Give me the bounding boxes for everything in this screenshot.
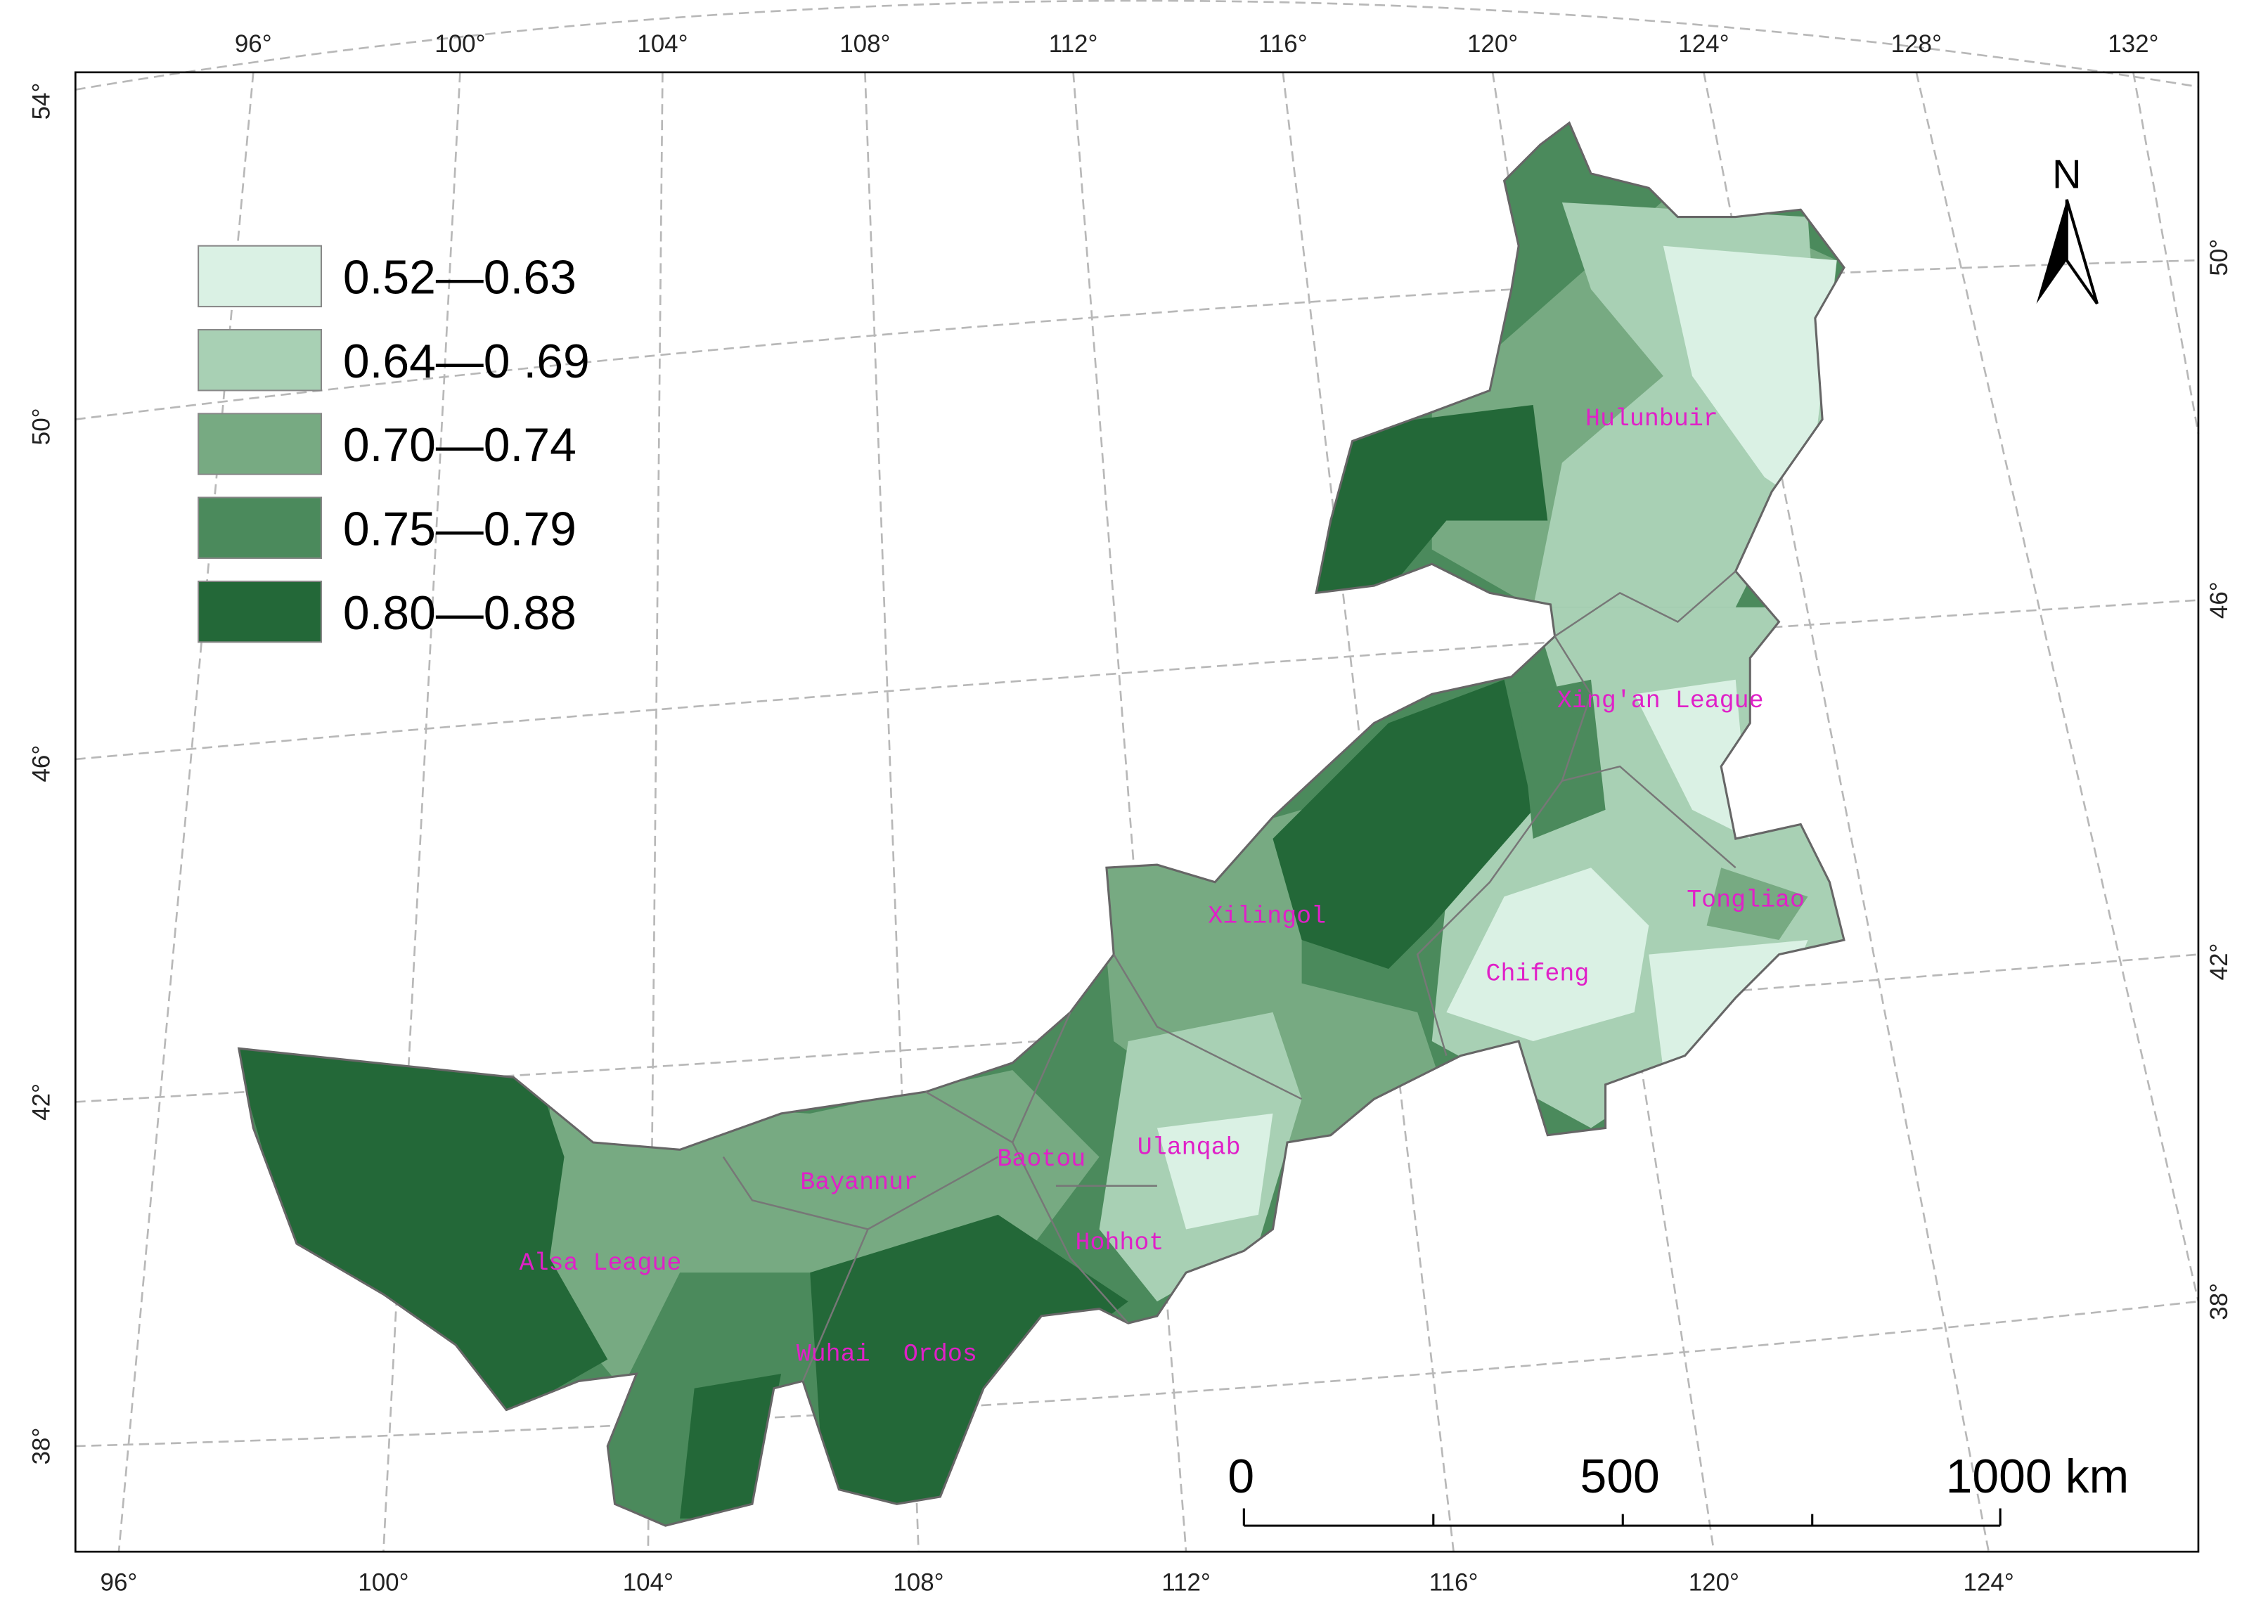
scale-label: 0 — [1228, 1450, 1254, 1503]
lon-label: 124° — [1678, 30, 1729, 58]
lon-label: 116° — [1429, 1569, 1478, 1597]
north-arrow: N — [2036, 152, 2099, 305]
lon-label: 120° — [1689, 1569, 1739, 1597]
lat-label: 50° — [27, 408, 55, 445]
zone — [1301, 404, 1548, 607]
zone — [1663, 245, 1837, 506]
zone — [1446, 868, 1649, 1042]
region-label: Xilingol — [1208, 903, 1326, 930]
lon-label: 96° — [235, 30, 272, 58]
legend-swatch — [198, 580, 323, 643]
lon-label: 132° — [2108, 30, 2158, 58]
north-label: N — [2052, 152, 2082, 197]
legend-swatch — [198, 496, 323, 560]
region-label: Chifeng — [1486, 961, 1589, 988]
zone — [1634, 679, 1751, 839]
lon-label: 124° — [1964, 1569, 2014, 1597]
region-label: Alsa League — [520, 1250, 682, 1277]
graticule-labels: 96° 100° 104° 108° 112° 116° 120° 124° 128° 132° 9… — [27, 30, 2233, 1597]
region-label: Wuhai — [797, 1341, 870, 1369]
lon-label: 112° — [1049, 30, 1098, 58]
scale-label: 500 — [1580, 1450, 1660, 1503]
legend-label: 0.70—0.74 — [343, 419, 576, 472]
zone — [680, 1374, 782, 1519]
lon-label: 108° — [839, 30, 890, 58]
legend-label: 0.64—0 .69 — [343, 335, 590, 388]
legend: 0.52—0.63 0.64—0 .69 0.70—0.74 0.75—0.79 0.8… — [198, 245, 590, 643]
lat-label: 46° — [27, 745, 55, 782]
lat-label: 54° — [27, 83, 55, 120]
zone — [1519, 679, 1606, 839]
lat-label: 38° — [2205, 1283, 2233, 1320]
scale-label: 1000 — [1946, 1450, 2052, 1503]
lat-label: 46° — [2205, 581, 2233, 619]
frame — [74, 71, 2200, 1553]
zone — [238, 1041, 608, 1417]
lon-label: 104° — [623, 1569, 674, 1597]
scale-bar: 0 500 1000 km — [1228, 1450, 2129, 1527]
lat-label: 42° — [27, 1083, 55, 1121]
lon-label: 108° — [893, 1569, 943, 1597]
lon-label: 116° — [1258, 30, 1308, 58]
lon-label: 100° — [434, 30, 485, 58]
region-label: Ulanqab — [1138, 1134, 1241, 1161]
region-label: Ordos — [903, 1341, 977, 1369]
region-label: Xing'an League — [1557, 688, 1764, 715]
zone — [1156, 1113, 1273, 1230]
zone — [1706, 868, 1808, 941]
legend-swatch — [198, 245, 323, 308]
region-label: Bayannur — [800, 1169, 918, 1197]
legend-swatch — [198, 328, 323, 392]
lon-label: 96° — [101, 1569, 138, 1597]
lon-label: 120° — [1467, 30, 1518, 58]
lat-label: 38° — [27, 1428, 55, 1465]
region-label: Tongliao — [1687, 887, 1805, 915]
lat-label: 50° — [2205, 239, 2233, 276]
region-labels: Hulunbuir Xing'an League Tongliao Chifeng Xi… — [520, 406, 1805, 1369]
lon-label: 128° — [1891, 30, 1942, 58]
legend-swatch — [198, 413, 323, 475]
region-label: Hohhot — [1076, 1230, 1164, 1257]
zone — [549, 1070, 1100, 1388]
zone — [1272, 679, 1533, 969]
lon-label: 104° — [637, 30, 688, 58]
lat-label: 42° — [2205, 943, 2233, 980]
lon-label: 112° — [1161, 1569, 1211, 1597]
region-boundaries — [722, 570, 1737, 1381]
region-label: Baotou — [997, 1146, 1085, 1173]
scale-unit: km — [2066, 1450, 2129, 1503]
zone — [810, 1214, 1128, 1519]
region-label: Hulunbuir — [1585, 406, 1718, 433]
legend-label: 0.75—0.79 — [343, 503, 576, 555]
legend-label: 0.52—0.63 — [343, 252, 576, 304]
lon-label: 100° — [358, 1569, 408, 1597]
legend-label: 0.80—0.88 — [343, 587, 576, 640]
